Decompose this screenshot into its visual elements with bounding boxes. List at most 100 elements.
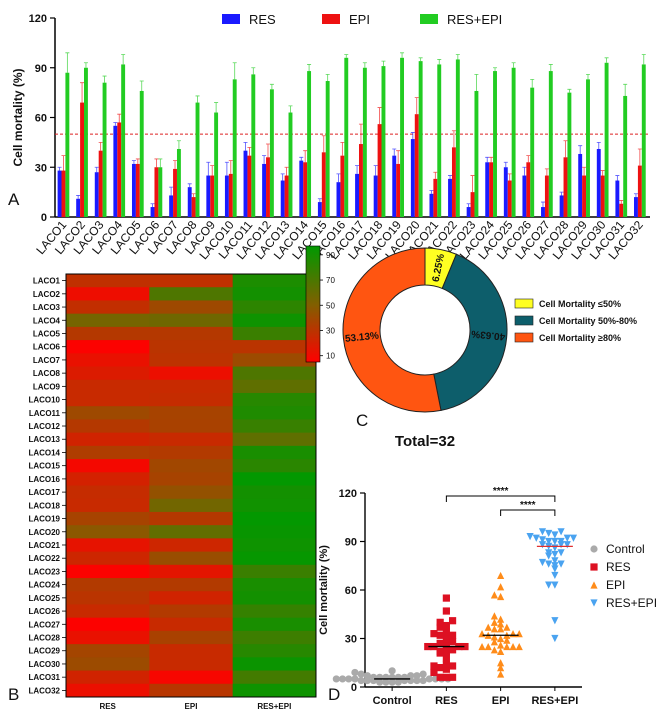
data-point <box>557 528 565 536</box>
heatmap-cell <box>149 287 234 301</box>
heatmap-cell <box>232 340 317 354</box>
data-point <box>388 673 396 681</box>
bar-res-epi-laco16 <box>344 57 349 217</box>
data-point <box>551 531 559 539</box>
error-bar <box>262 155 267 164</box>
bar-res-laco32 <box>634 197 638 217</box>
data-point <box>497 620 505 628</box>
heatmap-cell <box>232 300 317 315</box>
data-point <box>497 647 505 656</box>
heatmap-cell <box>149 392 234 407</box>
bar-res-epi-laco31 <box>623 95 628 217</box>
legend-swatch <box>322 14 340 24</box>
heatmap-cell <box>66 683 150 698</box>
row-label: LACO2 <box>33 290 61 299</box>
heatmap-cell <box>232 525 317 539</box>
bar-res-laco1 <box>57 170 62 217</box>
legend-label: RES <box>606 560 631 574</box>
heatmap-cell <box>149 313 234 328</box>
heatmap-cell <box>232 392 317 407</box>
y-axis-label: Cell mortality (%) <box>11 68 25 166</box>
data-point <box>538 528 547 536</box>
heatmap-cell <box>66 419 150 434</box>
heatmap-cell <box>66 432 150 447</box>
error-bar <box>195 95 200 103</box>
row-label: LACO18 <box>28 501 60 510</box>
heatmap-cell <box>66 591 150 605</box>
bar-epi-laco18 <box>377 124 382 217</box>
bar-res-epi-laco18 <box>381 66 386 217</box>
heatmap-cell <box>66 340 150 354</box>
heatmap-cell <box>66 617 150 632</box>
bar-res-laco30 <box>596 149 601 217</box>
bar-epi-laco7 <box>173 168 177 217</box>
row-label: LACO12 <box>28 422 60 431</box>
error-bar <box>94 166 99 173</box>
data-point <box>497 634 505 643</box>
legend-label: RES+EPI <box>606 596 657 610</box>
heatmap-cell <box>149 459 234 473</box>
bar-epi-laco13 <box>284 175 289 217</box>
colorbar-tick-label: 10 <box>326 352 335 361</box>
legend-swatch <box>222 14 240 24</box>
bar-epi-laco21 <box>433 178 438 217</box>
heatmap-cell <box>66 406 150 420</box>
error-bar <box>455 54 460 60</box>
heatmap-cell <box>66 353 150 368</box>
heatmap-cell <box>149 525 234 539</box>
data-point <box>424 642 432 651</box>
legend-swatch <box>514 298 534 309</box>
bar-epi-laco5 <box>135 163 140 217</box>
heatmap-cell <box>149 366 234 381</box>
column-label: RES <box>99 702 116 711</box>
data-point <box>430 668 438 677</box>
data-point <box>503 636 511 644</box>
data-point <box>551 544 559 552</box>
heatmap-cell <box>149 300 234 315</box>
heatmap-cell <box>66 670 150 685</box>
data-point <box>442 594 450 602</box>
heatmap-cell <box>232 419 317 434</box>
bar-epi-laco8 <box>191 197 196 217</box>
row-label: LACO22 <box>28 554 60 563</box>
row-label: LACO31 <box>28 673 60 682</box>
panel-letter-a: A <box>8 190 20 209</box>
bar-res-laco11 <box>243 150 248 217</box>
error-bar <box>265 143 270 158</box>
bar-res-epi-laco7 <box>176 149 181 217</box>
colorbar-tick-label: 50 <box>326 301 335 310</box>
error-bar <box>548 64 553 72</box>
significance-stars: **** <box>520 500 536 511</box>
data-point <box>332 675 340 683</box>
significance-bracket <box>445 495 556 502</box>
data-point <box>407 672 415 680</box>
bar-res-laco26 <box>522 175 527 217</box>
bar-res-laco29 <box>578 153 583 217</box>
data-point <box>497 615 505 623</box>
heatmap-cell <box>232 432 317 447</box>
heatmap-cell <box>232 472 317 486</box>
heatmap-cell <box>232 459 317 473</box>
data-point <box>557 560 565 568</box>
heatmap-cell <box>232 604 317 619</box>
data-point <box>484 623 492 631</box>
bar-epi-laco22 <box>451 147 456 217</box>
slice-percent-label: 40.63% <box>471 328 506 342</box>
data-point <box>351 675 359 683</box>
legend-label: EPI <box>349 12 370 27</box>
heatmap-cell <box>149 604 234 619</box>
bar-res-laco17 <box>355 173 360 217</box>
data-point <box>497 670 505 678</box>
error-bar <box>336 173 341 183</box>
bar-res-laco5 <box>131 163 136 217</box>
error-bar <box>135 158 140 164</box>
data-point <box>538 541 547 549</box>
heatmap-cell <box>66 564 150 579</box>
error-bar <box>214 102 219 113</box>
error-bar <box>121 54 126 65</box>
error-bar <box>596 141 601 150</box>
bar-res-laco2 <box>76 198 81 217</box>
bar-res-laco13 <box>280 180 285 217</box>
data-point <box>338 675 347 683</box>
